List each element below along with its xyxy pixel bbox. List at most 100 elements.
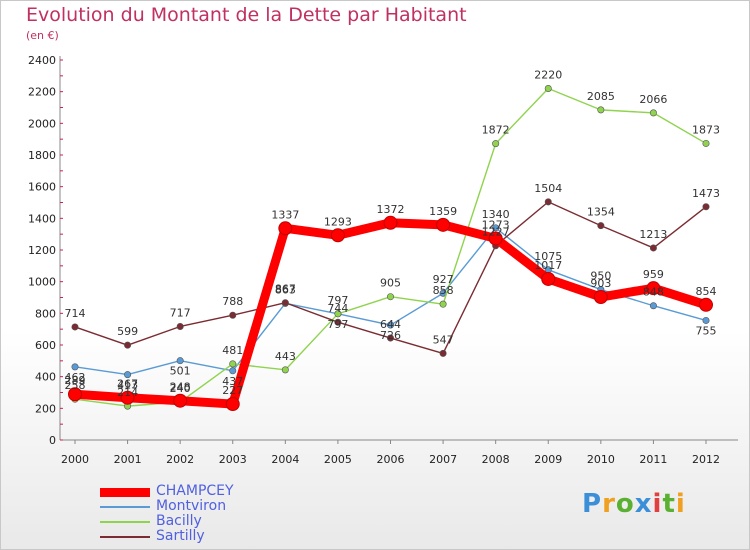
x-tick-label: 2012	[692, 453, 720, 466]
data-label-bacilly: 481	[222, 344, 243, 357]
y-tick-label: 2200	[28, 86, 56, 99]
data-point-champcey	[330, 228, 345, 243]
legend-label: Montviron	[156, 498, 227, 514]
data-label-montviron: 848	[643, 286, 664, 299]
data-point-bacilly	[597, 106, 605, 114]
data-label-champcey: 1017	[534, 259, 562, 272]
data-point-champcey	[225, 397, 240, 412]
data-label-bacilly: 1873	[692, 123, 720, 136]
data-point-montviron	[386, 321, 394, 329]
data-label-montviron: 755	[696, 324, 717, 337]
x-tick-label: 2001	[114, 453, 142, 466]
chart-subtitle: (en €)	[26, 29, 59, 42]
data-point-champcey	[383, 215, 398, 230]
data-point-sartilly	[702, 203, 710, 211]
y-tick-label: 2000	[28, 117, 56, 130]
data-label-bacilly: 214	[117, 386, 138, 399]
data-point-champcey	[541, 271, 556, 286]
data-label-bacilly: 2066	[639, 93, 667, 106]
data-point-bacilly	[386, 293, 394, 301]
data-point-montviron	[229, 367, 237, 375]
data-point-montviron	[176, 357, 184, 365]
data-label-bacilly: 858	[433, 284, 454, 297]
data-point-champcey	[173, 393, 188, 408]
data-label-bacilly: 797	[327, 294, 348, 307]
data-label-bacilly: 443	[275, 350, 296, 363]
data-point-sartilly	[281, 299, 289, 307]
y-tick-label: 1000	[28, 276, 56, 289]
data-label-montviron: 413	[117, 379, 138, 392]
data-label-sartilly: 744	[327, 302, 348, 315]
chart-series	[68, 85, 713, 412]
data-label-sartilly: 644	[380, 318, 401, 331]
data-label-champcey: 1359	[429, 205, 457, 218]
data-label-sartilly: 547	[433, 333, 454, 346]
data-point-montviron	[649, 302, 657, 310]
data-point-montviron	[124, 371, 132, 379]
data-labels: 462 413 501 437 863 797 726 927 1340 1075 950 848 75…	[65, 69, 721, 400]
data-label-sartilly: 717	[170, 306, 191, 319]
legend-swatch	[100, 536, 150, 538]
y-tick-label: 0	[49, 434, 56, 447]
data-point-champcey	[593, 290, 608, 305]
data-point-bacilly	[334, 310, 342, 318]
chart-title: Evolution du Montant de la Dette par Hab…	[26, 4, 467, 26]
y-tick-label: 2400	[28, 54, 56, 67]
data-point-champcey	[278, 221, 293, 236]
data-label-sartilly: 788	[222, 295, 243, 308]
data-label-champcey: 289	[65, 374, 86, 387]
data-label-montviron: 1340	[482, 208, 510, 221]
data-point-sartilly	[176, 322, 184, 330]
data-label-montviron: 462	[65, 371, 86, 384]
data-label-champcey: 248	[170, 381, 191, 394]
x-tick-label: 2010	[587, 453, 615, 466]
series-line-montviron	[74, 227, 707, 376]
data-label-bacilly: 1872	[482, 124, 510, 137]
data-label-sartilly: 1213	[639, 228, 667, 241]
data-label-montviron: 927	[433, 273, 454, 286]
data-point-sartilly	[386, 334, 394, 342]
data-label-sartilly: 714	[65, 307, 86, 320]
data-point-montviron	[702, 316, 710, 324]
data-point-bacilly	[492, 140, 500, 148]
proxiti-logo: Proxiti	[582, 489, 686, 519]
legend-swatch	[100, 487, 150, 497]
data-label-bacilly: 905	[380, 277, 401, 290]
data-point-sartilly	[124, 341, 132, 349]
x-tick-label: 2002	[166, 453, 194, 466]
series-line-bacilly	[74, 87, 707, 407]
y-tick-label: 400	[35, 371, 56, 384]
y-tick-label: 800	[35, 307, 56, 320]
legend-label: Sartilly	[156, 528, 205, 544]
data-label-sartilly: 1227	[482, 226, 510, 239]
data-point-sartilly	[544, 198, 552, 206]
data-point-bacilly	[281, 366, 289, 374]
data-label-montviron: 797	[327, 318, 348, 331]
data-label-champcey: 903	[590, 277, 611, 290]
legend-swatch	[100, 521, 150, 523]
data-point-champcey	[699, 297, 713, 312]
x-tick-label: 2009	[534, 453, 562, 466]
data-point-champcey	[120, 390, 135, 405]
data-label-bacilly: 2220	[534, 69, 562, 82]
data-point-champcey	[436, 217, 451, 232]
data-point-sartilly	[71, 323, 79, 331]
data-label-bacilly: 258	[65, 379, 86, 392]
data-point-bacilly	[544, 85, 552, 93]
data-label-champcey: 959	[643, 268, 664, 281]
x-tick-label: 2008	[482, 453, 510, 466]
line-chart: 0 200 400 600 800 1000 1200 1400 1600 1800 2000 220…	[28, 54, 738, 466]
y-tick-label: 200	[35, 402, 56, 415]
data-label-champcey: 854	[696, 285, 717, 298]
data-label-sartilly: 1354	[587, 206, 615, 219]
data-point-sartilly	[597, 222, 605, 230]
data-point-montviron	[492, 224, 500, 232]
x-tick-label: 2005	[324, 453, 352, 466]
data-point-sartilly	[334, 318, 342, 326]
data-label-champcey: 227	[222, 384, 243, 397]
x-tick-label: 2011	[639, 453, 667, 466]
data-point-sartilly	[439, 349, 447, 357]
data-point-bacilly	[229, 360, 237, 368]
data-label-bacilly: 240	[170, 382, 191, 395]
